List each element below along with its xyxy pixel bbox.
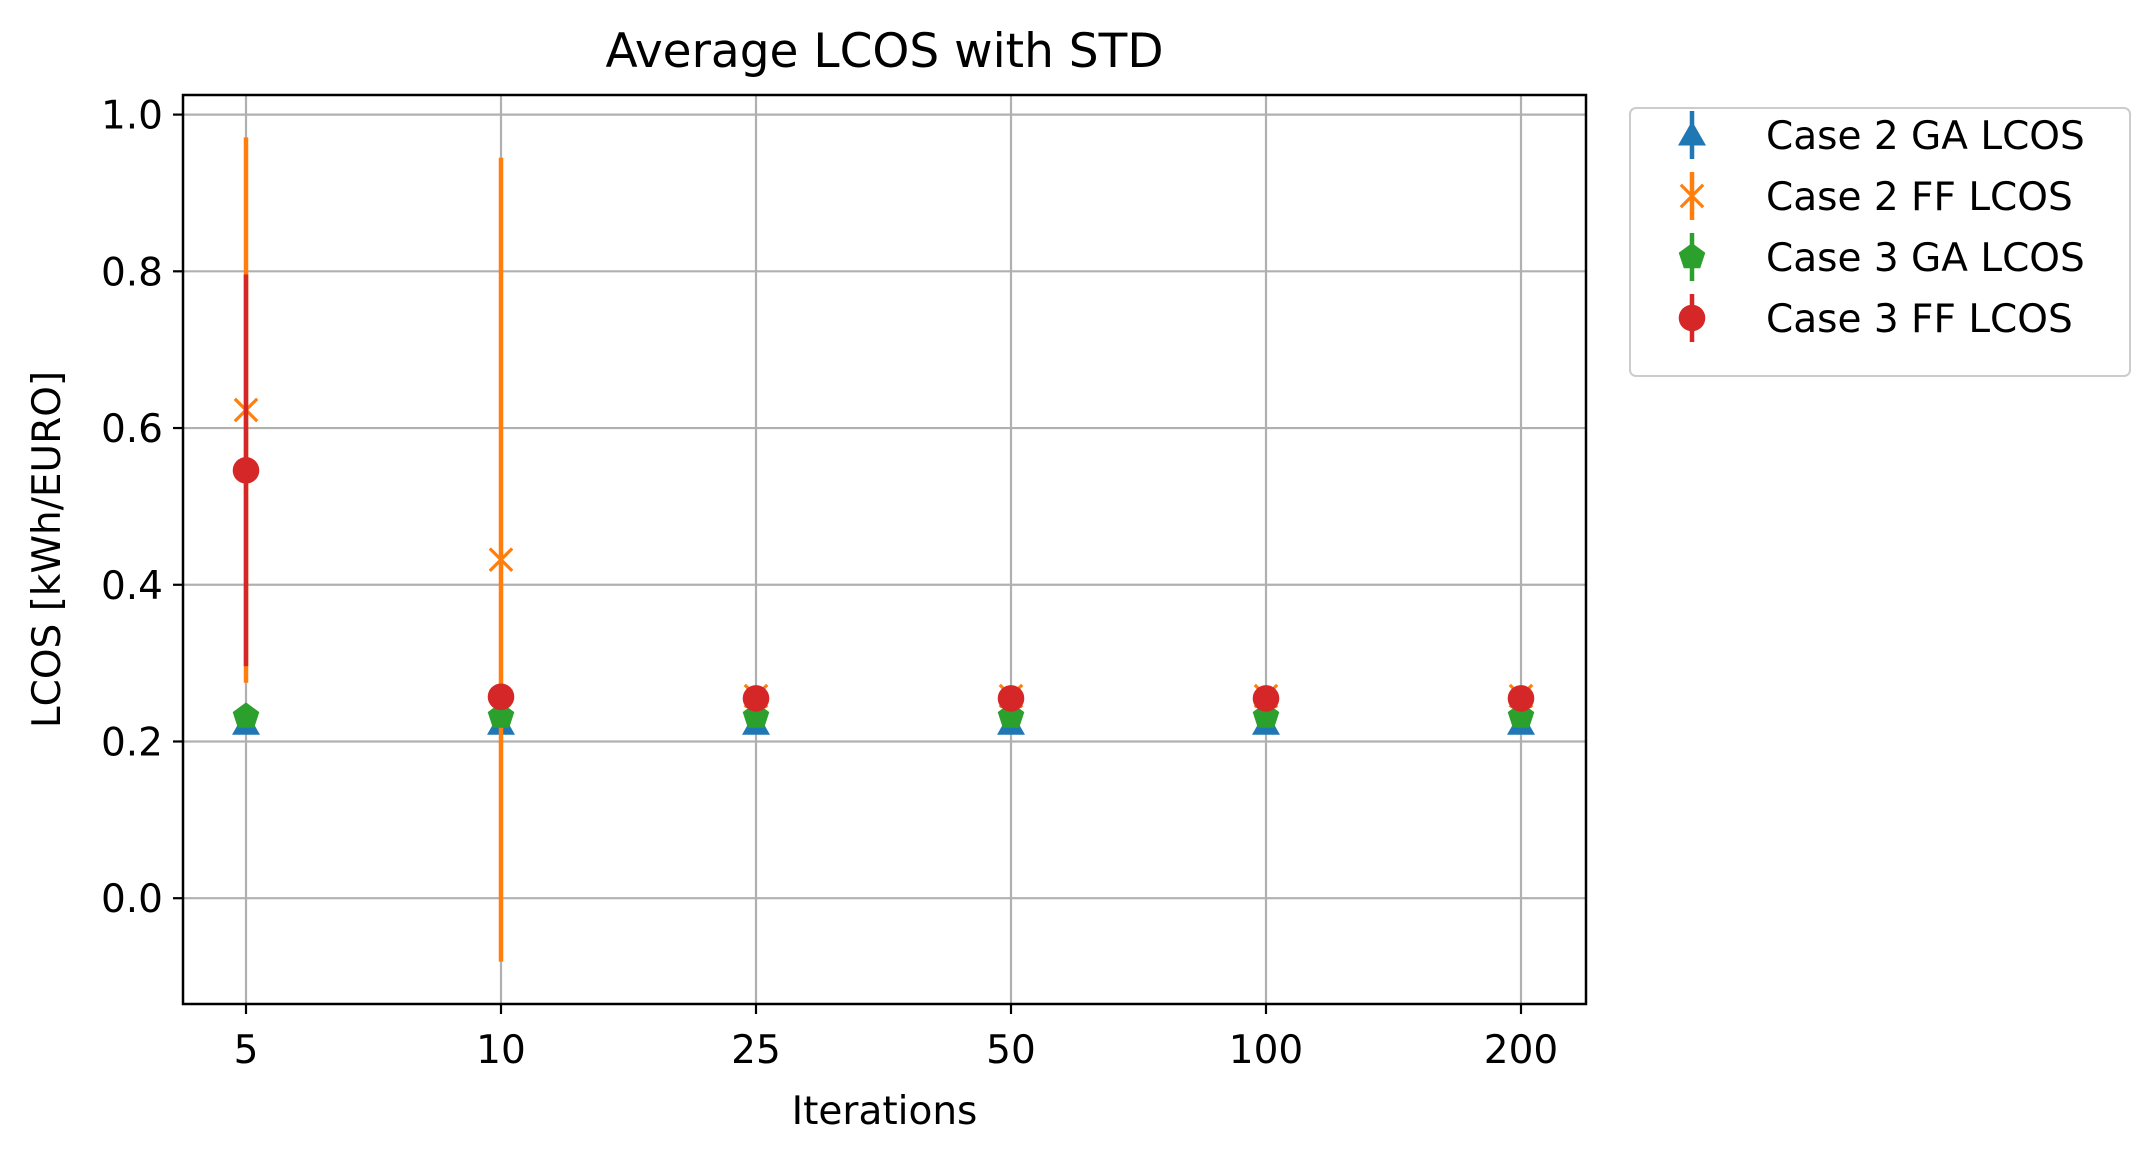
legend-item: Case 3 FF LCOS <box>1678 294 2073 342</box>
legend-items: Case 2 GA LCOS Case 2 FF LCOS Case 3 GA LC… <box>1678 111 2085 342</box>
x-tick-label: 5 <box>234 1028 259 1073</box>
legend-label: Case 2 FF LCOS <box>1766 175 2073 220</box>
y-tick-label: 0.2 <box>101 720 163 765</box>
legend-label: Case 3 GA LCOS <box>1766 236 2085 281</box>
x-tick-label: 25 <box>731 1028 781 1073</box>
legend-marker <box>1678 121 1706 146</box>
data-layer <box>232 137 1535 962</box>
y-tick-label: 0.4 <box>101 564 163 609</box>
legend-item: Case 3 GA LCOS <box>1678 233 2085 281</box>
x-tick-label: 200 <box>1484 1028 1558 1073</box>
legend-marker <box>1678 304 1706 332</box>
data-point <box>488 547 514 573</box>
x-tick-label: 100 <box>1229 1028 1303 1073</box>
legend: Case 2 GA LCOS Case 2 FF LCOS Case 3 GA LC… <box>1629 107 2131 377</box>
x-marker-stroke <box>1679 183 1705 209</box>
y-tick-label: 1.0 <box>101 94 163 139</box>
data-point <box>1507 685 1535 712</box>
series-case-3-ff-lcos <box>232 274 1535 712</box>
legend-label: Case 2 GA LCOS <box>1766 114 2085 159</box>
y-tick-label: 0.6 <box>101 407 163 452</box>
ticks: 5 10 25 50 100 200 0.0 0.2 0.4 0.6 0.8 1.0 <box>101 94 1558 1073</box>
legend-marker <box>1679 183 1705 209</box>
chart-title: Average LCOS with STD <box>605 24 1163 79</box>
data-point <box>232 457 260 484</box>
data-point <box>1252 685 1280 712</box>
legend-item: Case 2 GA LCOS <box>1678 111 2085 159</box>
legend-marker <box>1678 243 1706 269</box>
x-axis-label: Iterations <box>792 1089 978 1134</box>
data-point <box>487 683 515 711</box>
y-axis-label: LCOS [kWh/EURO] <box>25 371 70 728</box>
data-point <box>232 702 260 728</box>
x-tick-label: 50 <box>986 1028 1036 1073</box>
x-tick-label: 10 <box>476 1028 526 1073</box>
legend-item: Case 2 FF LCOS <box>1679 172 2073 220</box>
legend-label: Case 3 FF LCOS <box>1766 297 2073 342</box>
data-point <box>997 685 1025 712</box>
y-tick-label: 0.0 <box>101 877 163 922</box>
y-tick-label: 0.8 <box>101 250 163 295</box>
data-point <box>742 685 770 712</box>
plot-frame <box>181 93 1588 1006</box>
data-point <box>487 702 515 728</box>
x-marker-stroke <box>488 547 514 573</box>
legend-frame <box>1629 107 2131 377</box>
